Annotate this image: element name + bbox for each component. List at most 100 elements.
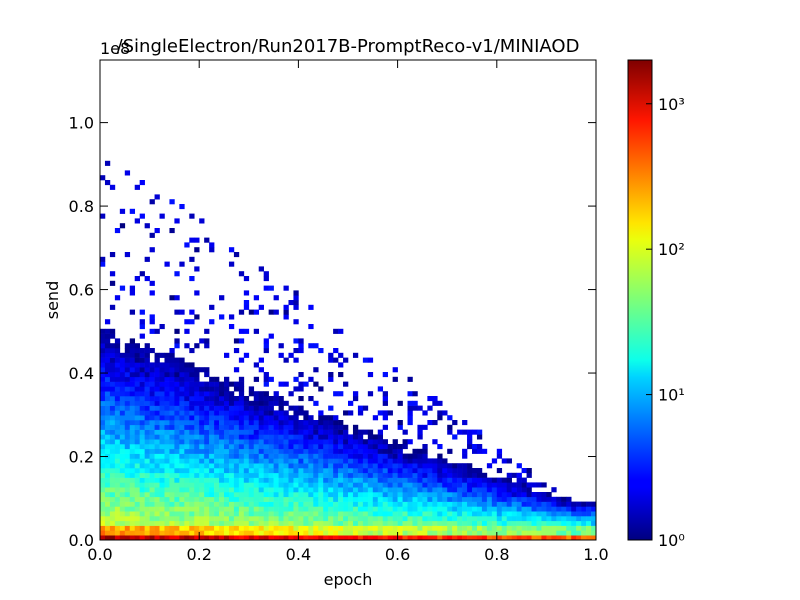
heatmap-cell xyxy=(293,405,299,411)
heatmap-cell xyxy=(283,420,289,426)
heatmap-cell xyxy=(338,424,344,430)
heatmap-cell xyxy=(402,506,408,512)
heatmap-cell xyxy=(233,477,240,483)
heatmap-cell xyxy=(318,468,324,474)
heatmap-cell xyxy=(134,453,140,459)
heatmap-cell xyxy=(486,516,493,522)
heatmap-cell xyxy=(328,477,334,483)
heatmap-cell xyxy=(139,530,145,536)
heatmap-cell xyxy=(263,487,269,493)
heatmap-cell xyxy=(100,396,106,402)
heatmap-cell xyxy=(149,386,155,392)
heatmap-cell xyxy=(357,429,364,435)
heatmap-cell xyxy=(219,506,225,512)
heatmap-cell xyxy=(298,343,304,349)
heatmap-cell xyxy=(526,487,532,493)
heatmap-cell xyxy=(586,501,592,507)
heatmap-cell xyxy=(199,439,205,445)
heatmap-cell xyxy=(362,492,369,498)
heatmap-cell xyxy=(457,511,463,517)
heatmap-cell xyxy=(189,237,195,243)
heatmap-cell xyxy=(343,468,349,474)
heatmap-cell xyxy=(506,458,512,464)
heatmap-cell xyxy=(194,400,200,406)
heatmap-cell xyxy=(179,492,185,498)
heatmap-cell xyxy=(481,492,488,498)
heatmap-cell xyxy=(442,477,448,483)
heatmap-cell xyxy=(333,468,339,474)
heatmap-cell xyxy=(209,391,215,397)
heatmap-cell xyxy=(243,429,250,435)
heatmap-cell xyxy=(338,352,344,358)
heatmap-cell xyxy=(521,492,527,498)
heatmap-cell xyxy=(293,448,299,454)
heatmap-cell xyxy=(209,501,215,507)
heatmap-cell xyxy=(283,463,289,469)
heatmap-cell xyxy=(407,506,413,512)
heatmap-cell xyxy=(551,535,557,541)
heatmap-cell xyxy=(119,405,126,411)
heatmap-cell xyxy=(546,535,552,541)
heatmap-cell xyxy=(338,501,344,507)
heatmap-cell xyxy=(581,501,587,507)
heatmap-cell xyxy=(209,448,215,454)
heatmap-cell xyxy=(556,516,562,522)
heatmap-cell xyxy=(139,516,145,522)
heatmap-cell xyxy=(382,415,388,421)
heatmap-cell xyxy=(278,458,284,464)
heatmap-cell xyxy=(283,381,289,387)
heatmap-cell xyxy=(233,458,240,464)
heatmap-cell xyxy=(422,525,428,531)
heatmap-cell xyxy=(367,506,374,512)
heatmap-cell xyxy=(526,482,532,488)
heatmap-cell xyxy=(209,496,215,502)
heatmap-cell xyxy=(437,415,443,421)
heatmap-cell xyxy=(114,492,121,498)
heatmap-cell xyxy=(124,530,131,536)
heatmap-cell xyxy=(209,463,215,469)
heatmap-cell xyxy=(144,448,150,454)
heatmap-cell xyxy=(214,386,220,392)
heatmap-cell xyxy=(100,429,106,435)
heatmap-cell xyxy=(328,501,334,507)
heatmap-cell xyxy=(338,434,344,440)
heatmap-cell xyxy=(114,439,121,445)
heatmap-cell xyxy=(521,477,527,483)
heatmap-cell xyxy=(382,487,388,493)
heatmap-cell xyxy=(253,420,260,426)
heatmap-cell xyxy=(313,511,319,517)
heatmap-cell xyxy=(258,520,264,526)
heatmap-cell xyxy=(283,516,289,522)
heatmap-cell xyxy=(109,348,116,354)
heatmap-cell xyxy=(179,487,185,493)
heatmap-cell xyxy=(516,525,522,531)
heatmap-cell xyxy=(417,477,423,483)
heatmap-cell xyxy=(536,535,542,541)
heatmap-cell xyxy=(114,444,121,450)
heatmap-cell xyxy=(323,520,329,526)
heatmap-cell xyxy=(308,420,314,426)
heatmap-cell xyxy=(184,448,190,454)
heatmap-cell xyxy=(372,463,379,469)
heatmap-cell xyxy=(303,472,309,478)
heatmap-cell xyxy=(467,487,473,493)
heatmap-cell xyxy=(313,463,319,469)
heatmap-cell xyxy=(258,429,264,435)
heatmap-cell xyxy=(169,520,175,526)
heatmap-cell xyxy=(278,343,284,349)
heatmap-cell xyxy=(224,496,230,502)
heatmap-cell xyxy=(427,458,433,464)
heatmap-cell xyxy=(457,482,463,488)
heatmap-cell xyxy=(338,496,344,502)
heatmap-cell xyxy=(278,429,284,435)
heatmap-cell xyxy=(134,520,140,526)
heatmap-cell xyxy=(427,405,433,411)
heatmap-cell xyxy=(179,367,185,373)
heatmap-cell xyxy=(328,453,334,459)
heatmap-cell xyxy=(387,448,393,454)
heatmap-cell xyxy=(238,468,245,474)
heatmap-cell xyxy=(357,492,364,498)
heatmap-cell xyxy=(129,453,136,459)
heatmap-cell xyxy=(362,357,369,363)
heatmap-cell xyxy=(571,520,577,526)
